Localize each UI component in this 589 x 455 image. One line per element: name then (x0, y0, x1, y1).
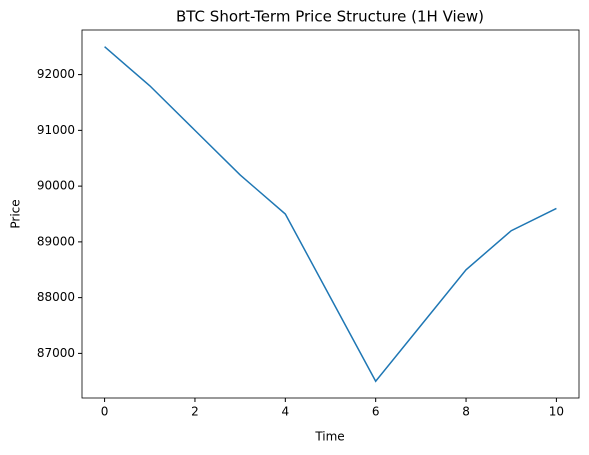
y-tick-label: 92000 (37, 67, 75, 81)
line-series (104, 46, 557, 383)
x-tick-label: 4 (281, 405, 289, 419)
x-tick-label: 6 (372, 405, 380, 419)
x-tick-label: 10 (549, 405, 564, 419)
x-tick-label: 0 (101, 405, 109, 419)
y-tick-label: 89000 (37, 234, 75, 248)
plot-frame (81, 29, 580, 399)
x-tick-label: 8 (462, 405, 470, 419)
y-axis-label: Price (9, 199, 23, 228)
y-tick-label: 90000 (37, 179, 75, 193)
y-tick-label: 87000 (37, 346, 75, 360)
chart-title: BTC Short-Term Price Structure (1H View) (176, 8, 484, 26)
y-tick-label: 91000 (37, 123, 75, 137)
x-tick-label: 2 (191, 405, 199, 419)
x-axis-label: Time (314, 430, 344, 444)
y-tick-label: 88000 (37, 290, 75, 304)
